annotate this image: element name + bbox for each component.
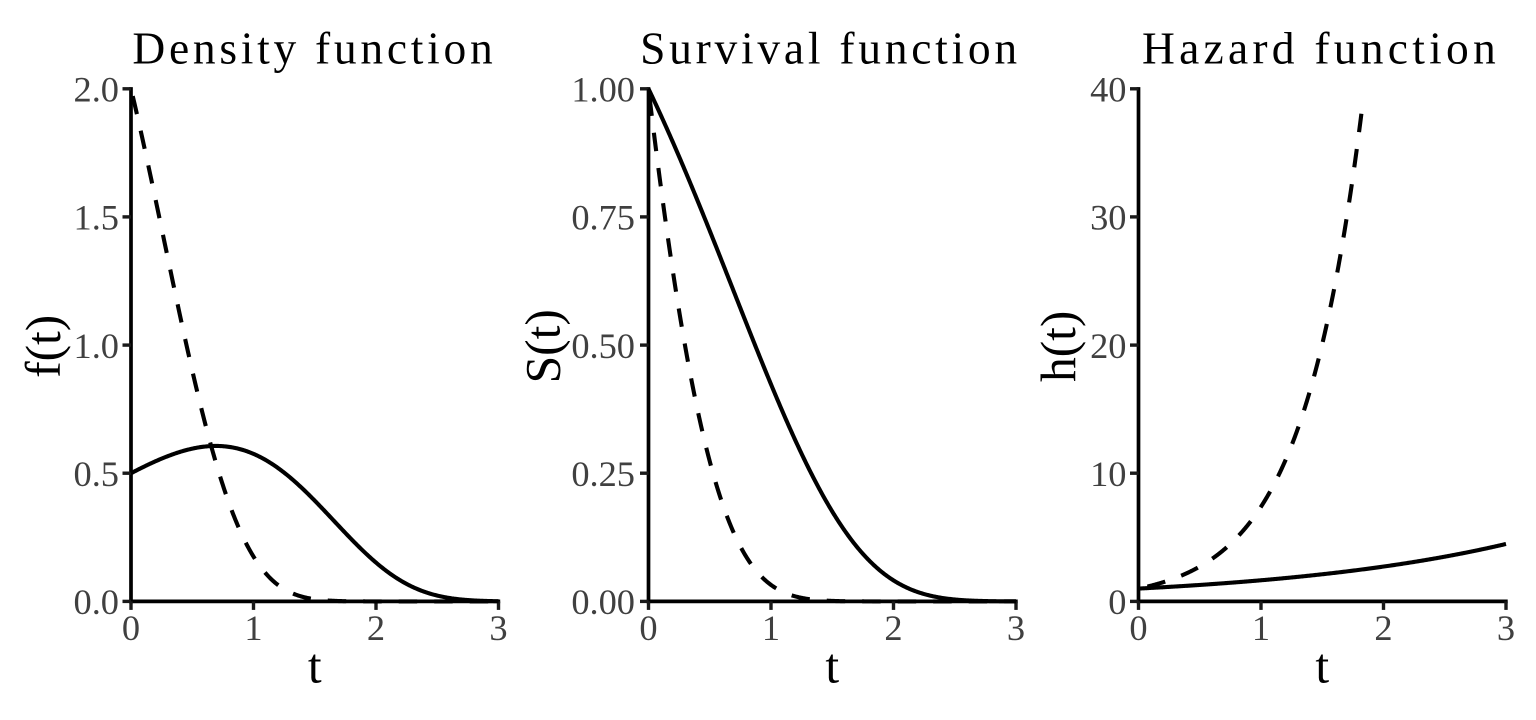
svg-text:2.0: 2.0	[74, 70, 120, 110]
svg-text:1.00: 1.00	[571, 70, 635, 110]
svg-text:0.00: 0.00	[571, 582, 635, 622]
svg-text:0: 0	[122, 608, 140, 648]
svg-text:1.5: 1.5	[74, 198, 120, 238]
svg-text:Survival function: Survival function	[640, 22, 1021, 73]
svg-text:1.0: 1.0	[74, 326, 120, 366]
svg-text:0.25: 0.25	[571, 454, 635, 494]
svg-text:1: 1	[762, 608, 780, 648]
svg-text:Hazard function: Hazard function	[1142, 22, 1500, 73]
svg-text:0: 0	[639, 608, 657, 648]
svg-text:S(t): S(t)	[516, 309, 571, 383]
svg-text:30: 30	[1090, 198, 1126, 238]
svg-text:0: 0	[1129, 608, 1147, 648]
svg-text:3: 3	[489, 608, 507, 648]
svg-text:2: 2	[884, 608, 902, 648]
svg-text:0.5: 0.5	[74, 454, 120, 494]
svg-text:1: 1	[1252, 608, 1270, 648]
svg-text:2: 2	[1374, 608, 1392, 648]
svg-text:40: 40	[1090, 70, 1126, 110]
svg-text:0.50: 0.50	[571, 326, 635, 366]
svg-text:20: 20	[1090, 326, 1126, 366]
svg-text:f(t): f(t)	[16, 315, 71, 378]
svg-text:t: t	[308, 639, 322, 694]
svg-text:t: t	[825, 639, 839, 694]
svg-text:h(t): h(t)	[1031, 311, 1086, 382]
svg-text:2: 2	[367, 608, 385, 648]
svg-text:0: 0	[1108, 582, 1126, 622]
svg-text:t: t	[1315, 639, 1329, 694]
svg-text:3: 3	[1497, 608, 1515, 648]
svg-text:10: 10	[1090, 454, 1126, 494]
svg-text:Density function: Density function	[132, 22, 496, 73]
svg-text:0.0: 0.0	[74, 582, 120, 622]
svg-text:3: 3	[1007, 608, 1025, 648]
svg-text:1: 1	[244, 608, 262, 648]
svg-text:0.75: 0.75	[571, 198, 635, 238]
